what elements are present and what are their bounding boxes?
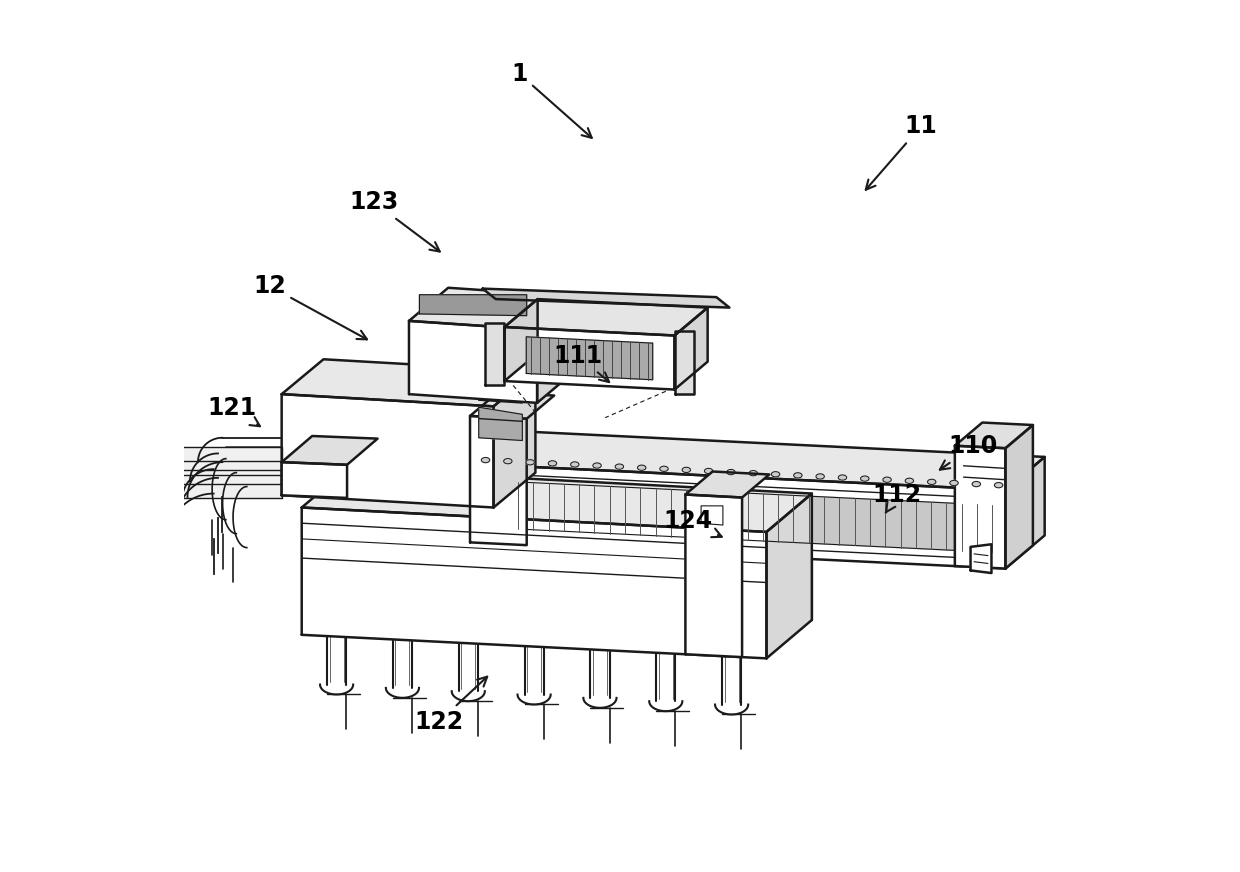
Ellipse shape	[637, 465, 646, 470]
Polygon shape	[347, 469, 812, 620]
Ellipse shape	[615, 464, 624, 469]
Polygon shape	[494, 371, 536, 508]
Polygon shape	[409, 321, 537, 403]
Ellipse shape	[570, 462, 579, 467]
Ellipse shape	[548, 460, 557, 466]
Text: 112: 112	[873, 483, 921, 513]
Ellipse shape	[928, 480, 936, 485]
Polygon shape	[675, 308, 708, 390]
Ellipse shape	[682, 467, 691, 473]
Polygon shape	[505, 299, 538, 381]
Text: 11: 11	[866, 114, 937, 190]
Text: 1: 1	[512, 62, 591, 138]
Polygon shape	[281, 359, 536, 406]
Ellipse shape	[503, 459, 512, 464]
Ellipse shape	[749, 471, 758, 476]
Polygon shape	[419, 295, 527, 316]
Polygon shape	[518, 482, 992, 552]
Ellipse shape	[994, 482, 1003, 487]
Ellipse shape	[526, 460, 534, 465]
Polygon shape	[470, 464, 1006, 569]
Ellipse shape	[704, 468, 713, 473]
Polygon shape	[281, 394, 494, 508]
Ellipse shape	[794, 473, 802, 478]
Polygon shape	[955, 423, 1033, 448]
Polygon shape	[470, 416, 527, 545]
Ellipse shape	[593, 463, 601, 468]
Polygon shape	[409, 288, 577, 330]
Polygon shape	[180, 447, 281, 470]
Polygon shape	[701, 506, 723, 525]
Polygon shape	[1006, 425, 1033, 569]
Ellipse shape	[838, 475, 847, 480]
Ellipse shape	[883, 477, 892, 482]
Polygon shape	[485, 323, 505, 385]
Polygon shape	[1006, 457, 1044, 569]
Polygon shape	[470, 431, 1044, 490]
Ellipse shape	[816, 473, 825, 479]
Polygon shape	[537, 296, 577, 403]
Polygon shape	[281, 436, 378, 465]
Polygon shape	[766, 494, 812, 658]
Polygon shape	[301, 469, 812, 532]
Polygon shape	[482, 289, 729, 308]
Polygon shape	[180, 461, 281, 484]
Text: 123: 123	[350, 190, 440, 251]
Polygon shape	[971, 544, 992, 573]
Text: 12: 12	[253, 274, 367, 339]
Polygon shape	[955, 446, 1006, 569]
Polygon shape	[180, 475, 281, 498]
Ellipse shape	[660, 467, 668, 472]
Text: 110: 110	[940, 434, 998, 470]
Ellipse shape	[861, 476, 869, 481]
Ellipse shape	[950, 480, 959, 486]
Polygon shape	[505, 327, 675, 390]
Ellipse shape	[727, 469, 735, 474]
Ellipse shape	[481, 458, 490, 463]
Polygon shape	[675, 331, 693, 394]
Polygon shape	[686, 494, 742, 657]
Polygon shape	[301, 508, 766, 658]
Polygon shape	[281, 462, 347, 498]
Ellipse shape	[771, 472, 780, 477]
Polygon shape	[526, 337, 652, 380]
Text: 124: 124	[663, 509, 722, 537]
Ellipse shape	[905, 478, 914, 483]
Text: 122: 122	[414, 677, 487, 734]
Text: 121: 121	[207, 396, 260, 426]
Text: 111: 111	[553, 344, 609, 382]
Polygon shape	[470, 431, 510, 542]
Polygon shape	[470, 392, 554, 419]
Ellipse shape	[972, 481, 981, 487]
Polygon shape	[505, 299, 708, 336]
Polygon shape	[686, 472, 769, 498]
Polygon shape	[479, 407, 522, 440]
